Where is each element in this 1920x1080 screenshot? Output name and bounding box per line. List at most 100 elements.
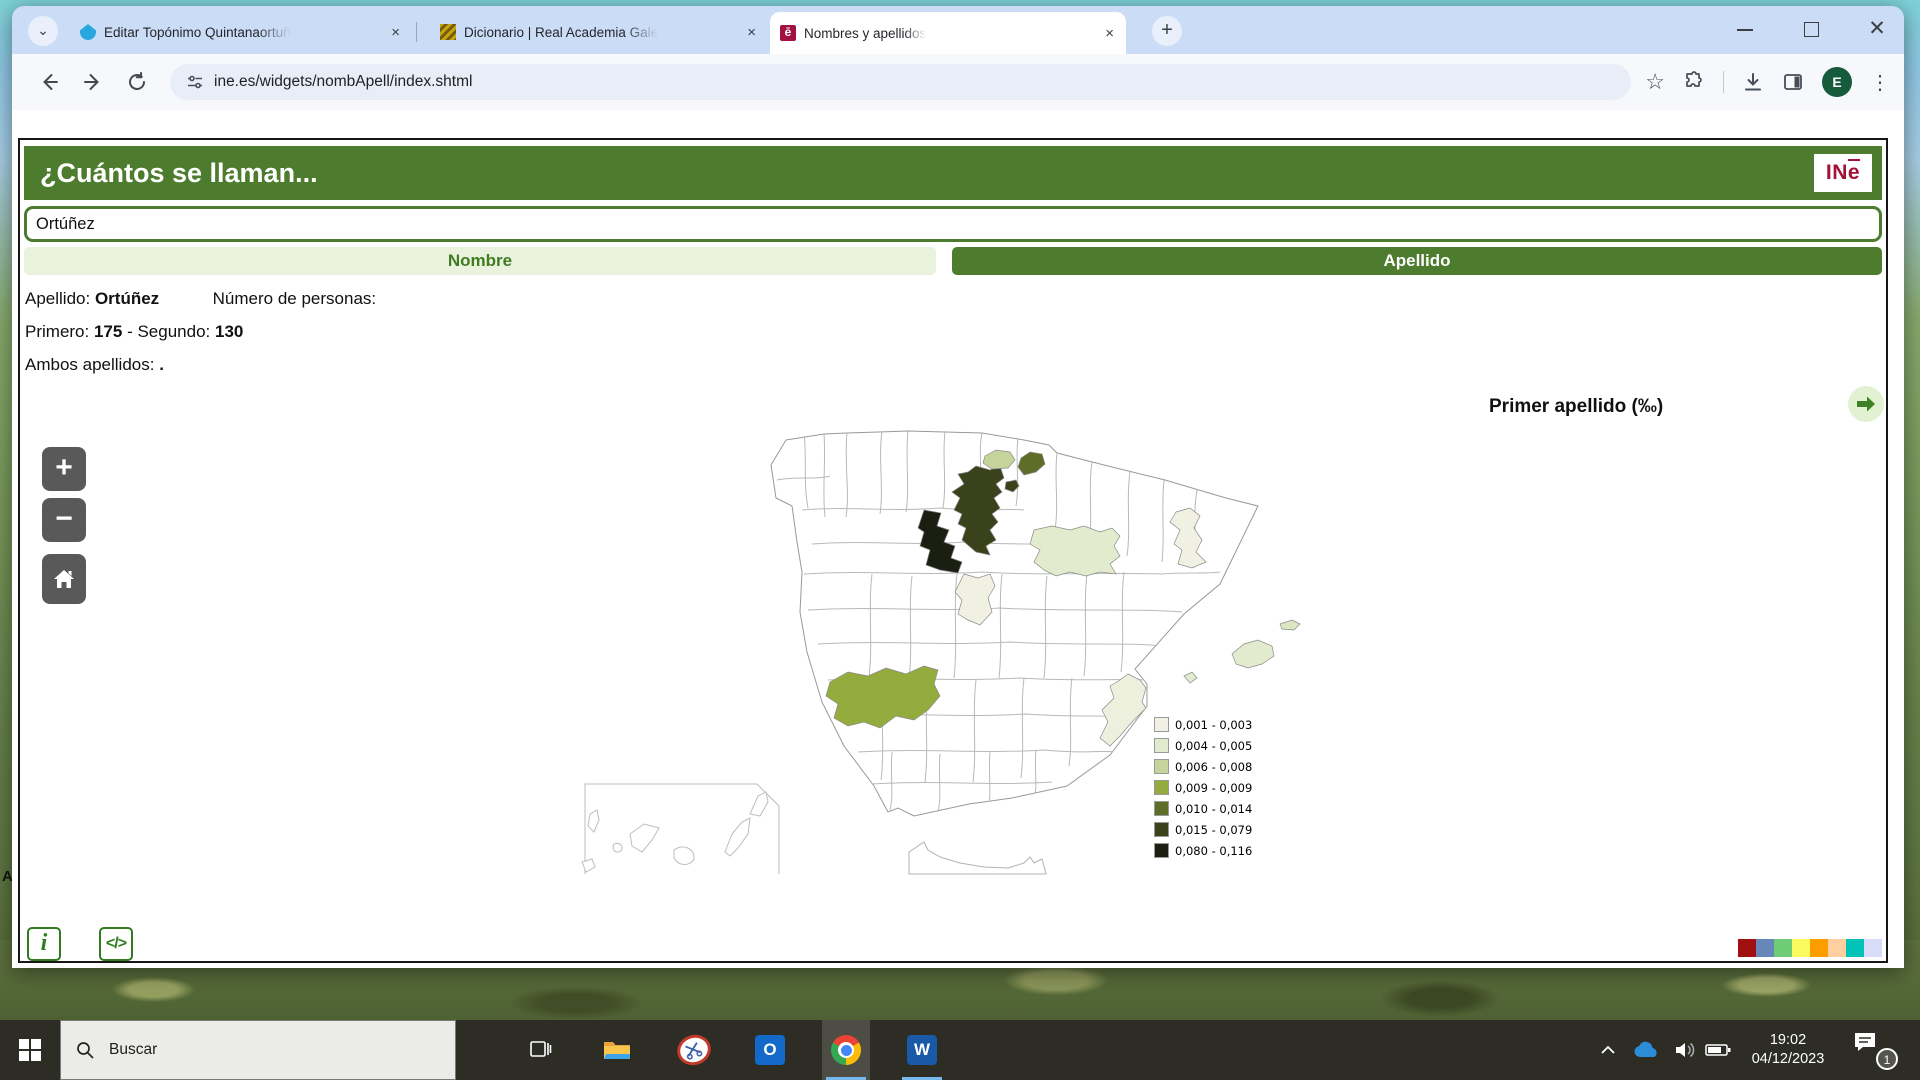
tab-close-icon[interactable]: × [391,23,400,41]
toolbar-separator [1723,71,1724,93]
site-settings-icon[interactable] [186,73,204,91]
island-menorca[interactable] [1279,619,1301,631]
province-badajoz[interactable] [825,665,941,729]
browser-menu-icon[interactable]: ⋮ [1870,71,1890,94]
outlook-button[interactable]: O [746,1020,794,1080]
tab-title: Nombres y apellidos [804,25,927,41]
ambos-count: . [159,355,164,374]
stats-line-counts: Primero: 175 - Segundo: 130 [25,322,244,341]
legend-swatch [1154,780,1169,795]
canary-islands-inset [581,783,780,874]
palette-swatch [1846,939,1864,957]
profile-avatar[interactable]: E [1822,67,1852,97]
ine-logo: INe [1814,154,1872,192]
palette-swatch [1864,939,1882,957]
tab-close-icon[interactable]: × [1105,24,1114,42]
palette-swatch [1738,939,1756,957]
tab-search-chevron-icon[interactable]: ⌄ [28,16,58,46]
page-title: ¿Cuántos se llaman... [40,158,318,188]
snipping-tool-icon [673,1030,715,1070]
legend-swatch [1154,717,1169,732]
africa-coast [908,841,1047,875]
maximize-button[interactable] [1798,16,1824,42]
island-mallorca[interactable] [1231,639,1275,669]
spain-choropleth-map[interactable]: 0,001 - 0,003 0,004 - 0,005 0,006 - 0,00… [572,422,1312,892]
home-icon [54,570,74,588]
clock-date: 04/12/2023 [1751,1051,1825,1067]
clock-time: 19:02 [1769,1032,1807,1048]
map-zoom-in-button[interactable]: + [42,447,86,491]
tab-close-icon[interactable]: × [747,23,756,41]
download-icon[interactable] [1742,71,1764,93]
tab-editar-toponimo[interactable]: Editar Topónimo Quintanaortuñ × [70,15,412,49]
tray-expand-button[interactable] [1590,1020,1626,1080]
side-panel-icon[interactable] [1782,71,1804,93]
search-placeholder: Buscar [109,1041,158,1058]
tab-apellido[interactable]: Apellido [952,247,1882,275]
file-explorer-button[interactable] [593,1020,641,1080]
window-close-button[interactable]: ✕ [1868,17,1886,40]
new-tab-button[interactable]: + [1152,16,1182,46]
address-bar[interactable]: ine.es/widgets/nombApell/index.shtml [170,64,1632,100]
surname-search-input[interactable] [24,206,1882,242]
province-valencia-alicante[interactable] [1099,673,1147,747]
window-controls: ✕ [1732,14,1890,44]
legend-row: 0,015 - 0,079 [1154,819,1252,840]
stats-line-ambos: Ambos apellidos: . [25,355,164,374]
page-viewport: ¿Cuántos se llaman... INe Nombre Apellid… [12,110,1904,968]
word-button[interactable]: W [898,1020,946,1080]
task-view-button[interactable] [516,1020,564,1080]
legend-swatch [1154,822,1169,837]
onedrive-cloud-icon [1634,1041,1657,1057]
primero-count: 175 [93,322,123,341]
province-zaragoza[interactable] [1029,525,1121,577]
province-cantabria[interactable] [982,449,1016,470]
map-home-button[interactable] [42,554,86,604]
search-icon [77,1042,94,1059]
segundo-count: 130 [215,322,244,341]
tab-nombre[interactable]: Nombre [24,247,936,275]
tab-nombres-apellidos[interactable]: ē Nombres y apellidos × [770,12,1126,54]
battery-tray-button[interactable] [1698,1020,1738,1080]
widget-header: ¿Cuántos se llaman... INe [24,146,1882,200]
province-burgos-exclave[interactable] [1004,479,1020,493]
stats-line-apellido: Apellido: Ortúñez Número de personas: [25,289,377,308]
running-indicator [902,1077,942,1080]
province-burgos[interactable] [951,465,1005,556]
forward-button[interactable] [76,65,110,99]
tab-dicionario-rag[interactable]: Dicionario | Real Academia Gale × [430,15,768,49]
color-palette-strip [1738,939,1882,957]
stats-block: Apellido: Ortúñez Número de personas: Pr… [25,282,376,381]
start-button[interactable] [0,1020,60,1080]
next-metric-button[interactable] [1848,386,1884,422]
map-zoom-out-button[interactable]: − [42,498,86,542]
island-ibiza[interactable] [1183,671,1198,684]
reload-button[interactable] [120,65,154,99]
tab-title: Dicionario | Real Academia Gale [464,24,659,40]
province-soria[interactable] [954,573,996,626]
word-icon: W [907,1035,941,1065]
outlook-icon: O [755,1035,789,1065]
browser-toolbar: ine.es/widgets/nombApell/index.shtml ☆ E… [12,54,1904,110]
legend-row: 0,009 - 0,009 [1154,777,1252,798]
speaker-icon [1676,1042,1695,1058]
minimize-button[interactable] [1732,16,1758,42]
snipping-tool-button[interactable] [670,1020,718,1080]
extensions-icon[interactable] [1683,71,1705,93]
embed-code-button[interactable]: </> [99,927,133,961]
windows-taskbar: Buscar O W [0,1020,1920,1080]
map-legend: 0,001 - 0,003 0,004 - 0,005 0,006 - 0,00… [1154,714,1252,861]
onedrive-tray-button[interactable] [1626,1020,1666,1080]
taskbar-clock[interactable]: 19:02 04/12/2023 [1736,1020,1840,1080]
province-vizcaya-gipuzkoa[interactable] [1017,451,1046,476]
notification-center-button[interactable]: 1 [1852,1030,1898,1070]
chrome-taskbar-button[interactable] [822,1020,870,1080]
province-lleida[interactable] [1169,507,1207,569]
green-arrow-icon [1857,396,1875,412]
info-button[interactable]: i [27,927,61,961]
back-button[interactable] [32,65,66,99]
province-palencia[interactable] [917,509,963,574]
bookmark-star-icon[interactable]: ☆ [1645,69,1665,94]
volume-tray-button[interactable] [1666,1020,1704,1080]
taskbar-search[interactable]: Buscar [60,1020,456,1080]
